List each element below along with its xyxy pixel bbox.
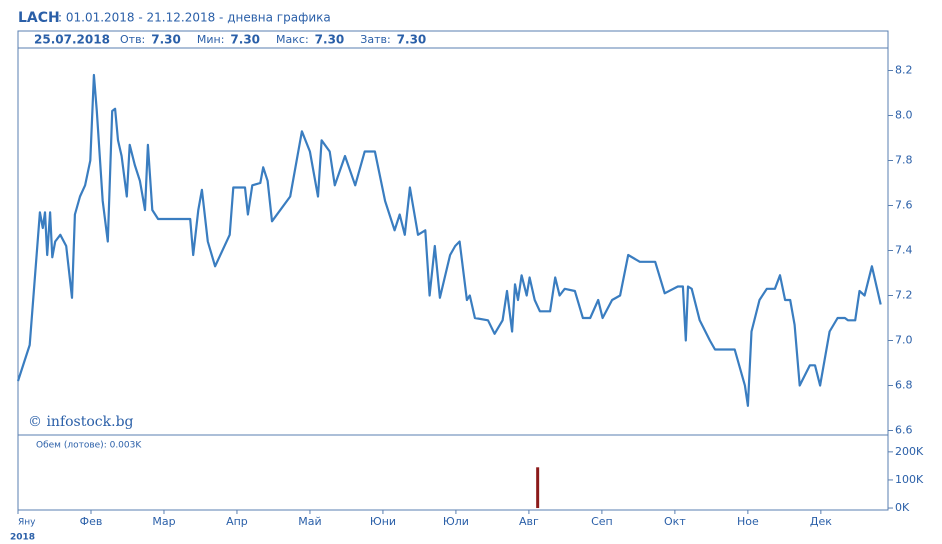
x-tick-label: Сеп <box>591 515 613 528</box>
y-tick-label: 0K <box>895 501 910 514</box>
y-tick-label: 7.0 <box>895 334 913 347</box>
y-tick-label: 6.6 <box>895 424 913 437</box>
info-value: 7.30 <box>151 33 181 47</box>
y-tick-label: 7.2 <box>895 289 913 302</box>
x-tick-label: Юни <box>370 515 396 528</box>
y-tick-label: 8.2 <box>895 64 913 77</box>
x-tick-label: Май <box>298 515 321 528</box>
x-tick-label: Юли <box>443 515 469 528</box>
volume-bar <box>536 467 540 509</box>
x-tick-label: Фев <box>80 515 103 528</box>
symbol: LACH <box>18 10 60 26</box>
info-value: 7.30 <box>230 33 260 47</box>
info-label: Отв: <box>120 33 145 46</box>
y-tick-label: 7.6 <box>895 199 913 212</box>
y-tick-label: 7.8 <box>895 154 913 167</box>
period: : 01.01.2018 - 21.12.2018 - дневна графи… <box>58 11 331 25</box>
price-line <box>16 73 882 407</box>
info-label: Затв: <box>360 33 390 46</box>
x-tick-label: Авг <box>519 515 539 528</box>
y-tick-label: 6.8 <box>895 379 913 392</box>
x-tick-label: Мар <box>152 515 175 528</box>
info-value: 7.30 <box>315 33 345 47</box>
x-tick-label: Яну <box>18 518 36 528</box>
info-date: 25.07.2018 <box>34 33 110 47</box>
info-box <box>17 30 889 49</box>
x-tick-label: Дек <box>810 515 832 528</box>
year-label: 2018 <box>10 533 35 543</box>
y-tick-label: 7.4 <box>895 244 913 257</box>
info-label: Макс: <box>276 33 309 46</box>
plot-frame <box>17 47 889 511</box>
y-tick-label: 100K <box>895 473 924 486</box>
x-tick-label: Ное <box>737 515 759 528</box>
info-value: 7.30 <box>397 33 427 47</box>
x-tick-label: Апр <box>226 515 248 528</box>
y-tick-label: 8.0 <box>895 109 913 122</box>
watermark: © infostock.bg <box>28 414 134 430</box>
y-tick-label: 200K <box>895 445 924 458</box>
x-tick-label: Окт <box>664 515 686 528</box>
volume-label: Обем (лотове): 0.003K <box>36 441 142 451</box>
info-label: Мин: <box>197 33 225 46</box>
